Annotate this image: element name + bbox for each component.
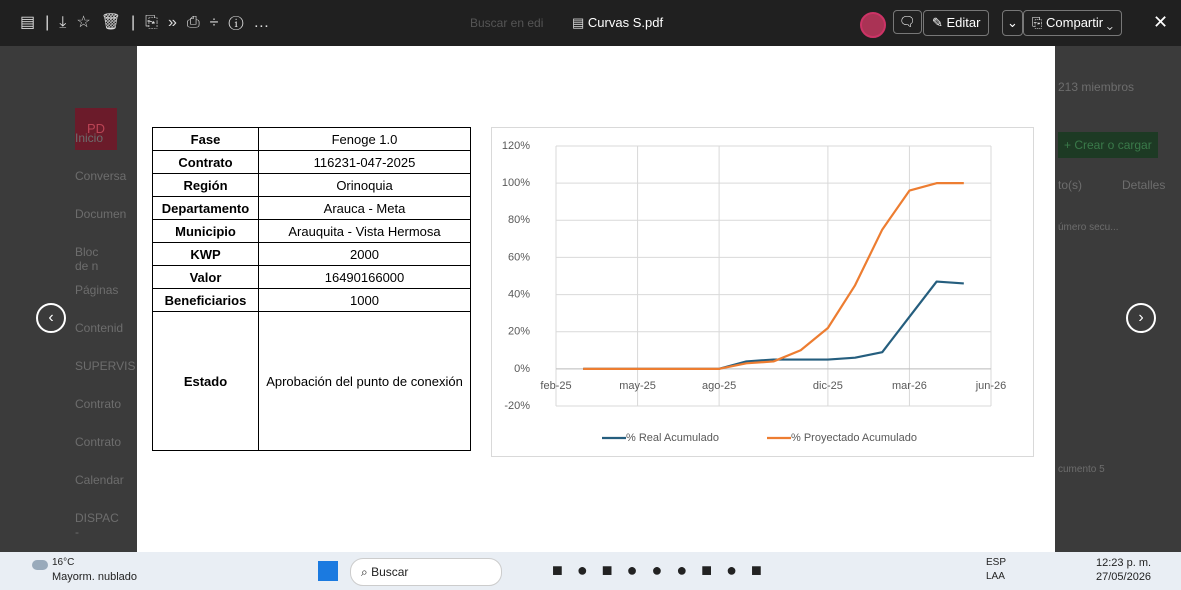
close-button[interactable]: ✕ [1153, 12, 1168, 33]
y-tick-label: 0% [514, 363, 530, 375]
x-tick-label: mar-26 [892, 380, 927, 392]
prev-page[interactable]: ‹ [36, 303, 66, 333]
screen: PD InicioConversaDocumenBloc de nPáginas… [0, 0, 1181, 590]
share-label: Compartir [1046, 15, 1103, 30]
language: ESP [986, 557, 1006, 568]
y-tick-label: 60% [508, 251, 530, 263]
file-name-text: Curvas S.pdf [588, 15, 663, 30]
sidebar-item: SUPERVIS [75, 359, 135, 373]
table-key: Región [153, 174, 259, 197]
table-value: Aprobación del punto de conexión [259, 312, 471, 451]
sidebar-item: Páginas [75, 283, 118, 297]
members: 213 miembros [1058, 80, 1134, 94]
data-line [583, 183, 964, 369]
sidebar-item: Contrato [75, 435, 121, 449]
taskbar-apps[interactable]: ■●■●●●■●■ [552, 560, 776, 581]
views: to(s) [1058, 178, 1082, 192]
profile[interactable] [860, 12, 886, 38]
column: úmero secu... [1058, 222, 1119, 233]
share-button[interactable]: ⎘ Compartir ⌄ [1023, 10, 1122, 36]
table-key: Fase [153, 128, 259, 151]
x-tick-label: jun-26 [975, 380, 1007, 392]
doc: cumento 5 [1058, 464, 1105, 475]
table-key: Estado [153, 312, 259, 451]
edit-button[interactable]: ✎ Editar [923, 10, 989, 36]
table-value: 116231-047-2025 [259, 151, 471, 174]
start-button[interactable] [318, 561, 338, 581]
table-key: Departamento [153, 197, 259, 220]
sidebar-item: Bloc de n [75, 245, 98, 273]
table-key: Contrato [153, 151, 259, 174]
sidebar-item: Documen [75, 207, 126, 221]
clock-date: 27/05/2026 [1096, 571, 1151, 583]
next-page[interactable]: › [1126, 303, 1156, 333]
x-tick-label: dic-25 [813, 380, 843, 392]
toolbar-icons: ▤|⤓☆🗑|⎘»⎙÷ⓘ… [20, 12, 279, 32]
y-tick-label: -20% [504, 400, 530, 412]
file-name: ▤ Curvas S.pdf [572, 15, 663, 31]
sidebar-item: Contrato [75, 397, 121, 411]
table-value: Arauquita - Vista Hermosa [259, 220, 471, 243]
taskbar-search-label: Buscar [371, 565, 408, 579]
y-tick-label: 80% [508, 214, 530, 226]
edit-dropdown[interactable]: ⌄ [1002, 10, 1023, 36]
table-key: KWP [153, 243, 259, 266]
y-tick-label: 120% [502, 140, 530, 152]
pdf-toolbar: ▤|⤓☆🗑|⎘»⎙÷ⓘ… Buscar en edi ▤ Curvas S.pd… [0, 0, 1181, 46]
table-key: Beneficiarios [153, 289, 259, 312]
details: Detalles [1122, 178, 1165, 192]
y-tick-label: 40% [508, 288, 530, 300]
legend-label: % Real Acumulado [626, 432, 719, 444]
search-box[interactable]: Buscar en edi [470, 16, 543, 30]
create-button: + Crear o cargar [1058, 132, 1158, 158]
table-value: 2000 [259, 243, 471, 266]
edit-label: Editar [947, 15, 981, 30]
x-tick-label: may-25 [619, 380, 656, 392]
sidebar-item: DISPAC - [75, 511, 119, 539]
taskbar-search[interactable]: ⌕ Buscar [350, 558, 502, 586]
table-value: Arauca - Meta [259, 197, 471, 220]
temperature: 16°C [52, 557, 74, 568]
table-value: Orinoquia [259, 174, 471, 197]
weather: Mayorm. nublado [52, 571, 137, 583]
chart: -20% 0% 20% 40% 60% 80% 100% 120% feb-25 may-25 ag… [492, 128, 1033, 456]
table-key: Municipio [153, 220, 259, 243]
clock-time: 12:23 p. m. [1096, 557, 1151, 569]
sidebar-item: Contenid [75, 321, 123, 335]
table-value: Fenoge 1.0 [259, 128, 471, 151]
x-tick-label: feb-25 [540, 380, 571, 392]
legend-label: % Proyectado Acumulado [791, 432, 917, 444]
y-tick-label: 20% [508, 326, 530, 338]
table-value: 16490166000 [259, 266, 471, 289]
x-tick-label: ago-25 [702, 380, 736, 392]
weather-icon [32, 560, 48, 570]
sidebar-item: Inicio [75, 131, 103, 145]
layout: LAA [986, 571, 1005, 582]
y-tick-label: 100% [502, 177, 530, 189]
sidebar-item: Conversa [75, 169, 126, 183]
comment-button[interactable]: 🗨 [893, 10, 922, 34]
taskbar: 16°C Mayorm. nublado ⌕ Buscar ■●■●●●■●■ … [0, 552, 1181, 590]
table-value: 1000 [259, 289, 471, 312]
sidebar-item: Calendar [75, 473, 124, 487]
table-key: Valor [153, 266, 259, 289]
chart-frame: -20% 0% 20% 40% 60% 80% 100% 120% feb-25 may-25 ag… [491, 127, 1034, 457]
